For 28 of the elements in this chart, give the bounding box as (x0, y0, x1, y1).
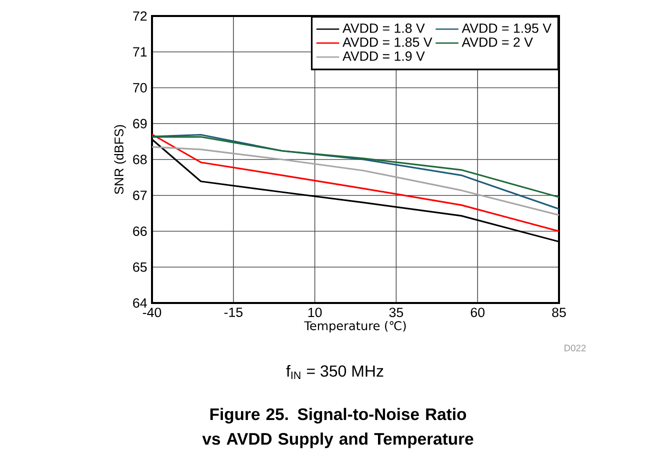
x-axis-title: Temperature (℃) (304, 320, 406, 333)
x-tick-label: 60 (470, 308, 484, 318)
y-axis-title: SNR (dBFS) (114, 125, 126, 194)
y-tick-label: 68 (133, 154, 147, 164)
y-tick-label: 72 (133, 11, 147, 21)
x-tick-label: 10 (308, 308, 322, 318)
x-tick-label: 35 (389, 308, 404, 318)
text: D022 (564, 344, 586, 352)
y-tick-label: 69 (133, 118, 147, 128)
line-series (152, 134, 559, 210)
legend-label: AVDD = 1.95 V (462, 23, 552, 33)
y-tick-label: 70 (133, 83, 147, 92)
legend-label: AVDD = 1.8 V (342, 23, 425, 33)
legend-label: AVDD = 1.85 V (342, 37, 432, 47)
text: f$_{IN}$ = 350 MHz (286, 364, 384, 379)
x-tick-label: 85 (552, 308, 566, 318)
legend-label: AVDD = 1.9 V (342, 51, 425, 61)
text: Figure 25. Signal-to-Noise Ratio vs AVDD Supply and Temperature (202, 408, 474, 448)
y-tick-label: 67 (133, 190, 147, 200)
y-tick-label: 66 (133, 226, 147, 236)
x-tick-label: -40 (142, 308, 162, 318)
y-tick-label: 71 (133, 47, 147, 56)
legend-label: AVDD = 2 V (462, 37, 533, 47)
y-tick-label: 64 (133, 298, 147, 308)
line-series (152, 146, 559, 216)
line-series (152, 136, 559, 198)
x-tick-label: -15 (224, 308, 242, 317)
y-tick-label: 65 (133, 262, 147, 272)
